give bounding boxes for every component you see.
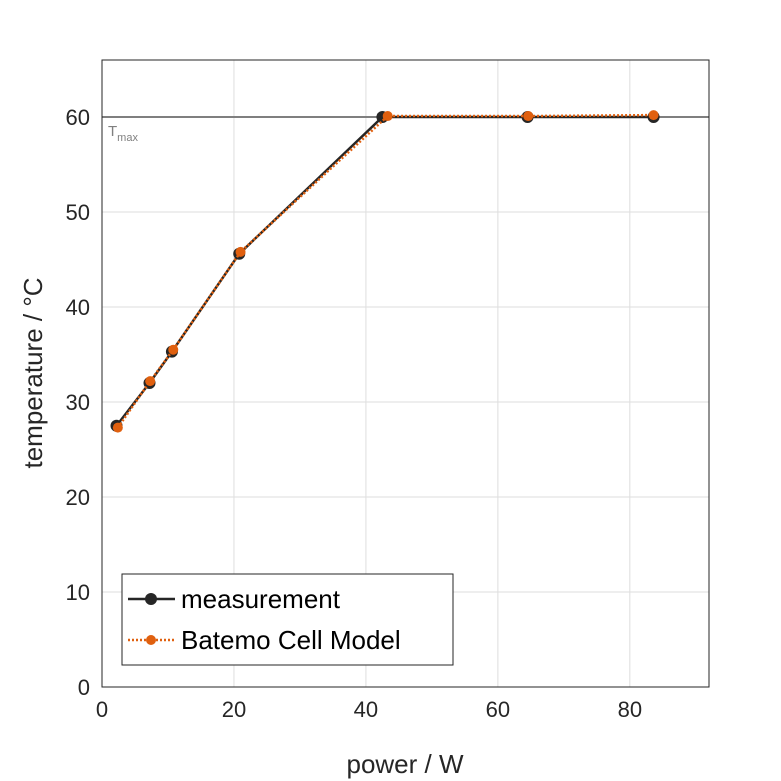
- legend-model-marker: [146, 635, 156, 645]
- y-axis-label: temperature / °C: [18, 277, 48, 468]
- legend: measurement Batemo Cell Model: [121, 573, 454, 666]
- plot-border: [101, 59, 710, 688]
- y-tick-label: 60: [66, 105, 90, 130]
- tick-labels: 0 20 40 60 80 0 10 20 30 40 50 60: [66, 105, 643, 722]
- series-1-point: [145, 376, 156, 387]
- y-tick-label: 20: [66, 485, 90, 510]
- legend-measurement-marker: [145, 593, 157, 605]
- y-tick-label: 30: [66, 390, 90, 415]
- x-tick-label: 40: [354, 697, 378, 722]
- legend-box: [121, 573, 454, 666]
- y-tick-label: 50: [66, 200, 90, 225]
- series-1-point: [112, 422, 123, 433]
- y-tick-label: 10: [66, 580, 90, 605]
- series-1-point: [523, 111, 534, 122]
- y-tick-label: 40: [66, 295, 90, 320]
- series-1-point: [235, 246, 246, 257]
- x-tick-label: 20: [222, 697, 246, 722]
- series-1-point: [168, 344, 179, 355]
- tmax-label: Tmax: [108, 123, 138, 144]
- y-tick-label: 0: [78, 675, 90, 700]
- series-layer: [110, 110, 660, 433]
- grid: [101, 60, 709, 688]
- x-tick-label: 0: [96, 697, 108, 722]
- x-tick-label: 60: [486, 697, 510, 722]
- x-tick-label: 80: [618, 697, 642, 722]
- series-1-point: [382, 111, 393, 122]
- series-1-point: [648, 110, 659, 121]
- legend-measurement-label: measurement: [181, 584, 341, 614]
- x-axis-label: power / W: [346, 749, 463, 779]
- legend-model-label: Batemo Cell Model: [181, 625, 401, 655]
